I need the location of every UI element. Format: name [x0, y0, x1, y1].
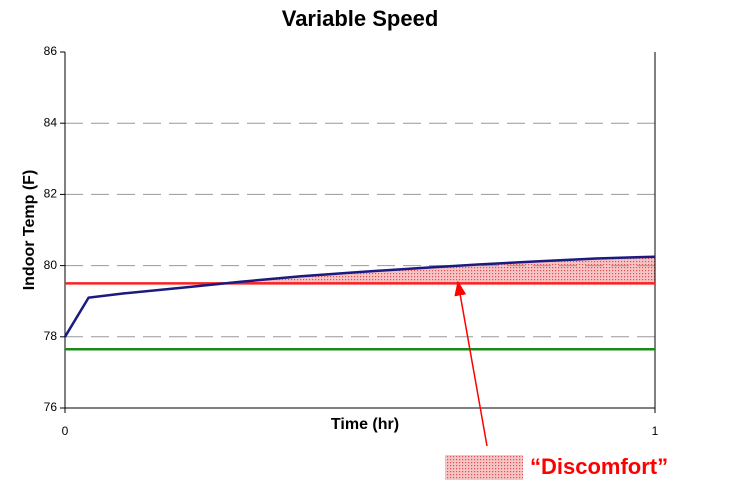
y-tick-label: 76 — [44, 400, 58, 414]
annotation-arrow — [454, 280, 488, 447]
y-axis-label: Indoor Temp (F) — [21, 170, 38, 291]
y-tick-label: 84 — [44, 115, 58, 129]
chart-title: Variable Speed — [282, 6, 439, 31]
plot-area: 76 78 80 82 84 86 0 1 — [44, 44, 659, 438]
x-tick-label: 0 — [62, 424, 69, 438]
x-axis-label: Time (hr) — [331, 416, 399, 433]
x-tick-label: 1 — [652, 424, 659, 438]
series-line — [63, 255, 656, 338]
annotation-swatch — [445, 455, 523, 480]
y-tick-label: 78 — [44, 329, 58, 343]
y-tick-label: 80 — [44, 258, 58, 272]
annotation: “Discomfort” — [530, 454, 668, 479]
y-tick-label: 82 — [44, 187, 58, 201]
y-tick-label: 86 — [44, 44, 58, 58]
